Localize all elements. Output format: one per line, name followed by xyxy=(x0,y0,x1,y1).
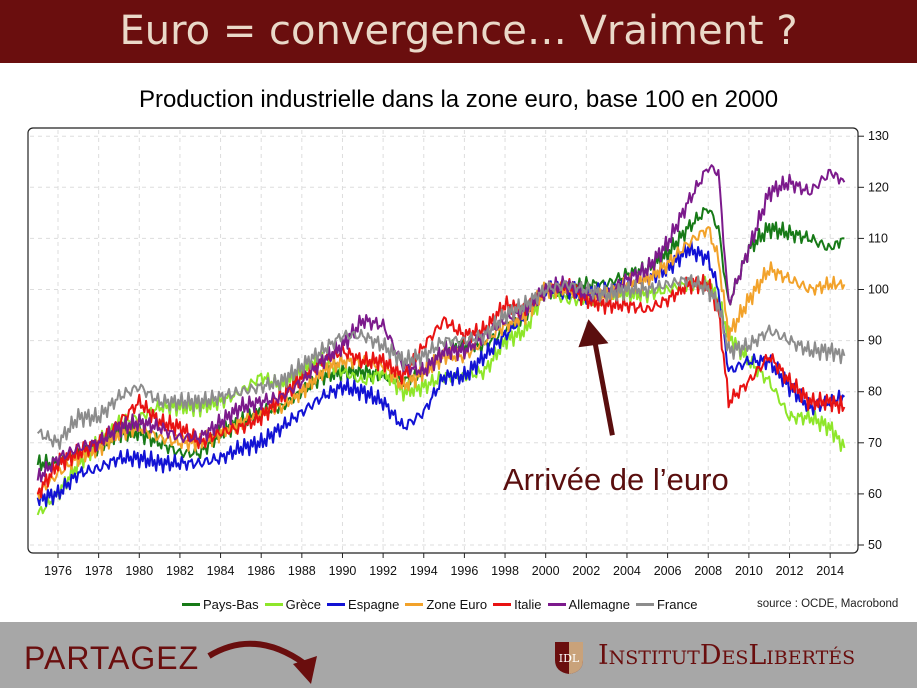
legend-label: Italie xyxy=(514,597,542,612)
legend-swatch xyxy=(635,603,654,606)
legend-label: Allemagne xyxy=(568,597,630,612)
x-tick-label: 1992 xyxy=(369,564,397,578)
legend-label: Grèce xyxy=(285,597,322,612)
legend-swatch xyxy=(182,603,200,606)
x-tick-label: 2002 xyxy=(572,564,600,578)
x-tick-label: 2008 xyxy=(694,564,722,578)
annotation-arrow-head xyxy=(578,319,609,348)
y-tick-label: 100 xyxy=(868,283,889,297)
y-tick-label: 60 xyxy=(868,487,882,501)
x-tick-label: 2006 xyxy=(654,564,682,578)
x-tick-label: 2000 xyxy=(532,564,560,578)
legend-swatch xyxy=(493,603,512,606)
legend-item: Espagne xyxy=(327,597,399,612)
x-tick-label: 1988 xyxy=(288,564,316,578)
y-tick-label: 130 xyxy=(868,129,889,143)
header-banner: Euro = convergence… Vraiment ? xyxy=(0,0,917,63)
y-tick-label: 80 xyxy=(868,385,882,399)
annotation-arrow-shaft xyxy=(591,338,615,436)
y-tick-label: 110 xyxy=(868,231,888,245)
series-line-espagne xyxy=(36,240,846,508)
x-tick-label: 1994 xyxy=(410,564,438,578)
series-line-italie xyxy=(36,273,846,499)
legend-item: Pays-Bas xyxy=(182,597,259,612)
legend-item: France xyxy=(635,597,698,612)
chart-legend: Pays-Bas Grèce Espagne Zone Euro Italie Allem… xyxy=(182,597,697,612)
x-tick-label: 2004 xyxy=(613,564,641,578)
line-chart: 1976 1978 1980 1982 1984 1986 1988 1990 1992 1994… xyxy=(27,127,889,578)
curved-arrow-icon xyxy=(207,640,317,684)
y-tick-label: 120 xyxy=(868,180,889,194)
series-line-france xyxy=(36,274,846,450)
legend-item: Allemagne xyxy=(547,597,630,612)
x-tick-label: 1980 xyxy=(125,564,153,578)
legend-label: Zone Euro xyxy=(426,597,488,612)
x-tick-label: 2012 xyxy=(776,564,804,578)
y-tick-label: 50 xyxy=(868,538,882,552)
series-group xyxy=(36,164,846,516)
x-tick-label: 1978 xyxy=(85,564,113,578)
legend-item: Zone Euro xyxy=(405,597,487,612)
legend-swatch xyxy=(405,603,424,606)
x-tick-label: 1984 xyxy=(207,564,235,578)
legend-label: France xyxy=(656,597,698,612)
series-line-zone-euro xyxy=(36,226,846,500)
legend-label: Espagne xyxy=(348,597,400,612)
annotation-text: Arrivée de l’euro xyxy=(503,462,729,497)
share-button[interactable]: PARTAGEZ xyxy=(24,640,200,676)
legend-swatch xyxy=(327,603,346,606)
series-line-allemagne xyxy=(36,164,846,483)
idl-logo: IDL xyxy=(555,642,583,674)
chart-title: Production industrielle dans la zone eur… xyxy=(138,86,779,113)
y-tick-label: 90 xyxy=(868,334,882,348)
chart-source: source : OCDE, Macrobond xyxy=(757,598,899,610)
x-tick-label: 1976 xyxy=(44,564,72,578)
x-tick-label: 1982 xyxy=(166,564,194,578)
x-tick-label: 1990 xyxy=(329,564,357,578)
legend-swatch xyxy=(547,603,566,606)
x-tick-label: 1998 xyxy=(491,564,519,578)
x-tick-label: 1996 xyxy=(450,564,478,578)
legend-item: Grèce xyxy=(264,597,322,612)
legend-label: Pays-Bas xyxy=(203,597,259,612)
slide-title: Euro = convergence… Vraiment ? xyxy=(119,8,798,54)
legend-swatch xyxy=(264,603,283,606)
legend-item: Italie xyxy=(493,597,542,612)
x-tick-label: 2014 xyxy=(816,564,844,578)
logo-text: IDL xyxy=(559,652,580,665)
y-tick-label: 70 xyxy=(868,436,882,450)
x-tick-label: 2010 xyxy=(735,564,763,578)
footer-band xyxy=(0,622,917,688)
brand-name: InstitutDesLibertés xyxy=(598,640,856,671)
x-tick-label: 1986 xyxy=(247,564,275,578)
